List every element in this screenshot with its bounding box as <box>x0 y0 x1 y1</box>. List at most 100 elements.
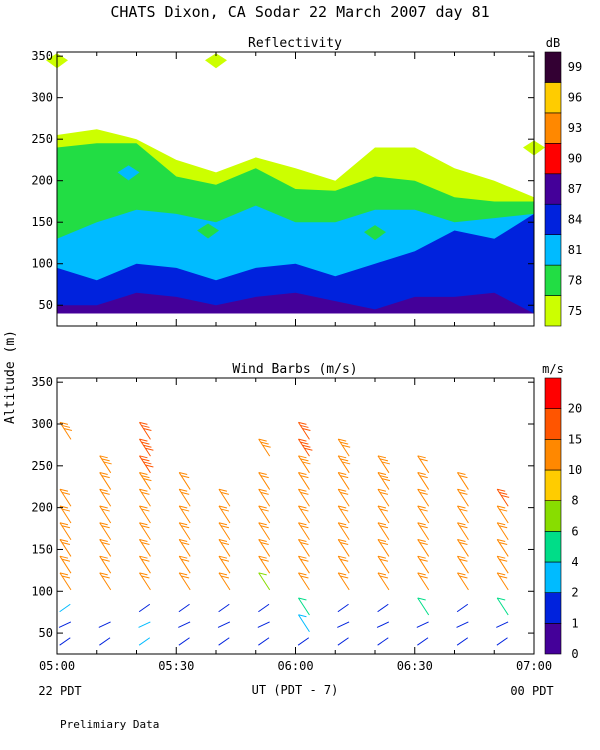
barb-feather <box>499 542 508 545</box>
wind-barb <box>457 472 469 490</box>
barb-feather <box>179 522 188 526</box>
wind-level-label: 1 <box>571 616 578 630</box>
barb-shaft <box>139 455 151 474</box>
barb-feather <box>139 438 148 442</box>
barb-feather <box>459 558 468 562</box>
wind-swatch <box>544 623 562 655</box>
wind-barb <box>58 621 72 628</box>
barb-feather <box>101 458 110 462</box>
barb-feather <box>338 505 347 509</box>
wind-barb <box>178 488 191 507</box>
wind-barb <box>417 538 430 557</box>
wind-barb <box>297 637 310 646</box>
barb-feather <box>381 461 391 465</box>
barb-feather <box>338 438 347 442</box>
barb-shaft <box>59 505 72 524</box>
wind-barb <box>178 522 191 540</box>
barb-feather <box>139 421 148 425</box>
barb-shaft <box>138 621 151 628</box>
wind-barb <box>258 555 271 574</box>
barb-shaft <box>99 472 112 490</box>
barb-shaft <box>139 472 151 490</box>
wind-barb <box>59 637 71 646</box>
wind-barb <box>139 538 151 557</box>
barb-shaft <box>178 603 190 613</box>
barb-feather <box>59 555 69 559</box>
barb-feather <box>220 542 230 545</box>
barb-feather <box>300 575 309 579</box>
wind-barb <box>298 522 310 540</box>
wind-barb <box>258 472 271 490</box>
barb-shaft <box>59 522 72 540</box>
barb-feather <box>300 475 309 479</box>
barb-feather <box>304 447 313 451</box>
barb-feather <box>143 461 152 465</box>
barb-feather <box>218 538 228 542</box>
wind-barb <box>496 488 510 507</box>
wind-barb <box>98 621 111 628</box>
wind-barb <box>298 421 311 440</box>
x-tick-label: 06:00 <box>277 659 313 673</box>
barb-shaft <box>99 572 112 591</box>
barb-feather <box>139 505 148 509</box>
wind-barb <box>258 488 271 507</box>
barb-shaft <box>496 572 509 591</box>
barb-feather <box>417 472 426 476</box>
x-tick-label: 05:30 <box>158 659 194 673</box>
wind-barb <box>99 472 112 490</box>
barb-feather <box>417 538 426 542</box>
wind-barb <box>99 538 112 557</box>
wind-barb <box>178 555 191 574</box>
wind-barb <box>139 488 151 507</box>
barb-feather <box>298 614 307 618</box>
barb-feather <box>417 597 426 601</box>
wind-barb <box>218 572 231 591</box>
barb-feather <box>179 488 188 492</box>
barb-feather <box>417 505 426 509</box>
barb-feather <box>459 525 468 529</box>
wind-barb <box>298 488 310 507</box>
barb-feather <box>101 508 110 512</box>
wind-y-tick-label: 100 <box>31 584 53 598</box>
barb-shaft <box>496 489 509 507</box>
barb-feather <box>340 575 349 579</box>
barb-feather <box>497 555 506 559</box>
barb-feather <box>260 558 269 562</box>
reflectivity-y-tick-label: 50 <box>39 298 53 312</box>
barb-feather <box>61 575 71 579</box>
wind-barb <box>139 421 152 440</box>
barb-feather <box>139 455 148 459</box>
reflectivity-layer-87 <box>57 292 534 314</box>
barb-shaft <box>298 522 310 540</box>
wind-barb <box>218 538 231 557</box>
barb-feather <box>459 542 468 545</box>
barb-feather <box>419 542 428 545</box>
reflectivity-y-tick-label: 150 <box>31 215 53 229</box>
barb-shaft <box>337 522 350 540</box>
barb-shaft <box>59 539 72 557</box>
barb-shaft <box>457 489 469 507</box>
wind-y-tick-label: 300 <box>31 417 53 431</box>
wind-barb <box>496 505 509 524</box>
wind-barb <box>257 621 270 628</box>
barb-feather <box>342 461 351 465</box>
barb-feather <box>338 555 347 559</box>
barb-shaft <box>457 539 469 557</box>
reflectivity-contours <box>46 53 545 314</box>
wind-barb <box>298 472 310 490</box>
barb-feather <box>181 475 190 479</box>
wind-barb <box>218 488 231 507</box>
barb-feather <box>220 508 230 512</box>
reflectivity-patch <box>197 223 220 239</box>
wind-barb <box>218 603 230 613</box>
barb-feather <box>501 494 510 498</box>
barb-feather <box>59 421 69 425</box>
barb-feather <box>101 575 110 579</box>
wind-barb <box>337 472 350 490</box>
barb-feather <box>139 572 148 576</box>
barb-shaft <box>377 637 389 646</box>
x-tick-label: 05:00 <box>39 659 75 673</box>
barb-shaft <box>496 505 509 524</box>
reflectivity-level-label: 84 <box>568 212 582 226</box>
barb-shaft <box>337 455 350 474</box>
